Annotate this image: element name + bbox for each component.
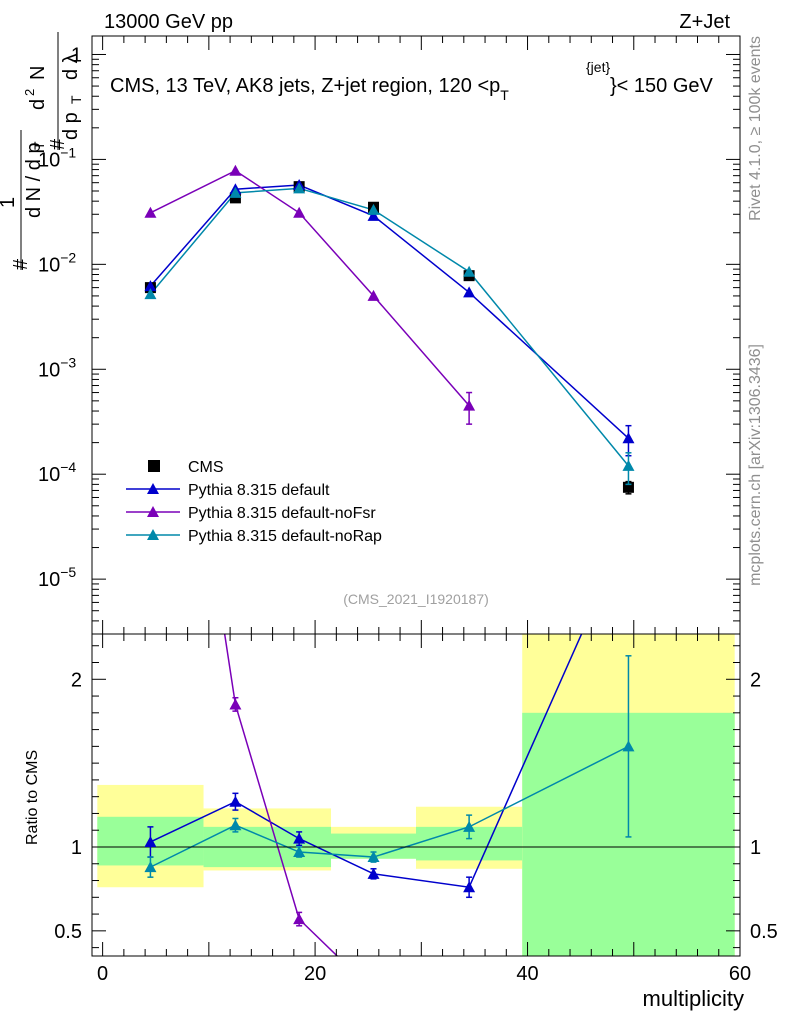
- ratio-point-pythia-8-315-default-norap: [622, 740, 635, 752]
- data-point-pythia-8-315-default-norap: [144, 288, 157, 300]
- main-y-tick-label: 1: [71, 44, 82, 66]
- main-title-superscript: {jet}: [586, 59, 610, 75]
- data-point-pythia-8-315-default-norap: [229, 186, 242, 198]
- ratio-point-pythia-8-315-default-norap: [229, 819, 242, 831]
- data-point-pythia-8-315-default-nofsr: [367, 289, 380, 301]
- ratio-point-pythia-8-315-default-norap: [293, 846, 306, 858]
- data-point-cms: [229, 192, 241, 204]
- data-point-pythia-8-315-default-norap: [293, 182, 306, 194]
- legend-label-pythia-8-315-default-nofsr: Pythia 8.315 default-noFsr: [188, 505, 376, 522]
- ratio-point-pythia-8-315-default: [367, 867, 380, 879]
- ratio-point-pythia-8-315-default: [144, 835, 157, 847]
- data-point-pythia-8-315-default-nofsr: [144, 206, 157, 218]
- svg-text:T: T: [68, 95, 84, 104]
- ratio-y-tick-label: 2: [71, 669, 82, 691]
- data-point-pythia-8-315-default: [463, 286, 476, 298]
- main-title-tail: }< 150 GeV: [610, 75, 714, 97]
- main-y-tick-label: 10−5: [38, 564, 76, 591]
- x-tick-label: 0: [97, 963, 108, 985]
- data-point-pythia-8-315-default-nofsr: [293, 206, 306, 218]
- svg-text:2: 2: [22, 89, 37, 96]
- legend-label-pythia-8-315-default: Pythia 8.315 default: [188, 482, 330, 499]
- data-point-pythia-8-315-default-norap: [463, 265, 476, 277]
- beam-label: 13000 GeV pp: [104, 11, 233, 33]
- ratio-line-pythia-8-315-default: [150, 634, 583, 889]
- data-point-pythia-8-315-default: [622, 432, 635, 444]
- ratio-y-axis-label: Ratio to CMS: [24, 750, 41, 845]
- ratio-y-tick-label: 0.5: [54, 921, 82, 943]
- ratio-plot-frame: [91, 633, 741, 957]
- svg-text:d λ: d λ: [60, 53, 82, 80]
- ratio-y-tick-label-right: 2: [750, 669, 761, 691]
- main-y-axis-label: # d N / d p T 1 # d p T d λ d 2 N: [0, 32, 84, 270]
- process-label: Z+Jet: [679, 11, 730, 33]
- analysis-id-label: (CMS_2021_I1920187): [343, 591, 489, 607]
- svg-text:d: d: [27, 99, 49, 110]
- ratio-point-pythia-8-315-default-nofsr: [293, 913, 306, 925]
- svg-text:d N / d p: d N / d p: [23, 142, 45, 218]
- ratio-point-pythia-8-315-default-norap: [144, 861, 157, 873]
- svg-text:d p: d p: [60, 112, 82, 140]
- legend-marker-pythia-8-315-default-nofsr: [147, 506, 159, 517]
- data-point-pythia-8-315-default-norap: [622, 459, 635, 471]
- legend: CMS Pythia 8.315 default Pythia 8.315 defa…: [126, 459, 382, 545]
- ratio-point-pythia-8-315-default-nofsr: [229, 698, 242, 710]
- x-axis-label: multiplicity: [643, 986, 744, 1011]
- data-point-pythia-8-315-default: [144, 280, 157, 292]
- ratio-point-pythia-8-315-default-norap: [463, 820, 476, 832]
- legend-label-pythia-8-315-default-norap: Pythia 8.315 default-noRap: [188, 528, 382, 545]
- data-point-cms: [622, 481, 634, 493]
- main-y-tick-label: 10−2: [38, 249, 76, 276]
- data-point-pythia-8-315-default: [367, 209, 380, 221]
- ratio-y-tick-label-right: 1: [750, 837, 761, 859]
- legend-marker-pythia-8-315-default: [147, 483, 159, 494]
- ratio-point-pythia-8-315-default: [229, 795, 242, 807]
- legend-marker-cms: [148, 460, 160, 472]
- series-line-pythia-8-315-default-norap: [149, 187, 630, 467]
- ratio-line-pythia-8-315-default-norap: [150, 745, 629, 868]
- data-point-pythia-8-315-default-nofsr: [229, 164, 242, 176]
- ratio-point-pythia-8-315-default: [463, 881, 476, 893]
- x-tick-label: 40: [516, 963, 538, 985]
- data-point-pythia-8-315-default-norap: [367, 203, 380, 215]
- svg-text:1: 1: [0, 197, 19, 208]
- svg-text:T: T: [31, 141, 47, 150]
- main-y-tick-label: 10−3: [38, 354, 76, 381]
- main-title: CMS, 13 TeV, AK8 jets, Z+jet region, 120…: [110, 75, 509, 103]
- ratio-y-tick-label: 1: [71, 837, 82, 859]
- main-y-tick-label: 10−4: [38, 459, 76, 486]
- series-line-pythia-8-315-default: [149, 184, 629, 439]
- legend-marker-pythia-8-315-default-norap: [147, 529, 159, 540]
- data-point-pythia-8-315-default-nofsr: [463, 399, 476, 411]
- svg-text:N: N: [27, 66, 49, 80]
- legend-label-cms: CMS: [188, 459, 224, 476]
- x-tick-label: 60: [729, 963, 751, 985]
- mcplots-reference-label: mcplots.cern.ch [arXiv:1306.3436]: [747, 344, 764, 586]
- x-tick-label: 20: [304, 963, 326, 985]
- ratio-y-tick-label-right: 0.5: [750, 921, 778, 943]
- ratio-point-pythia-8-315-default: [293, 832, 306, 844]
- rivet-version-label: Rivet 4.1.0, ≥ 100k events: [747, 36, 764, 221]
- main-y-tick-label: 10−1: [38, 144, 76, 171]
- ratio-point-pythia-8-315-default-norap: [367, 851, 380, 863]
